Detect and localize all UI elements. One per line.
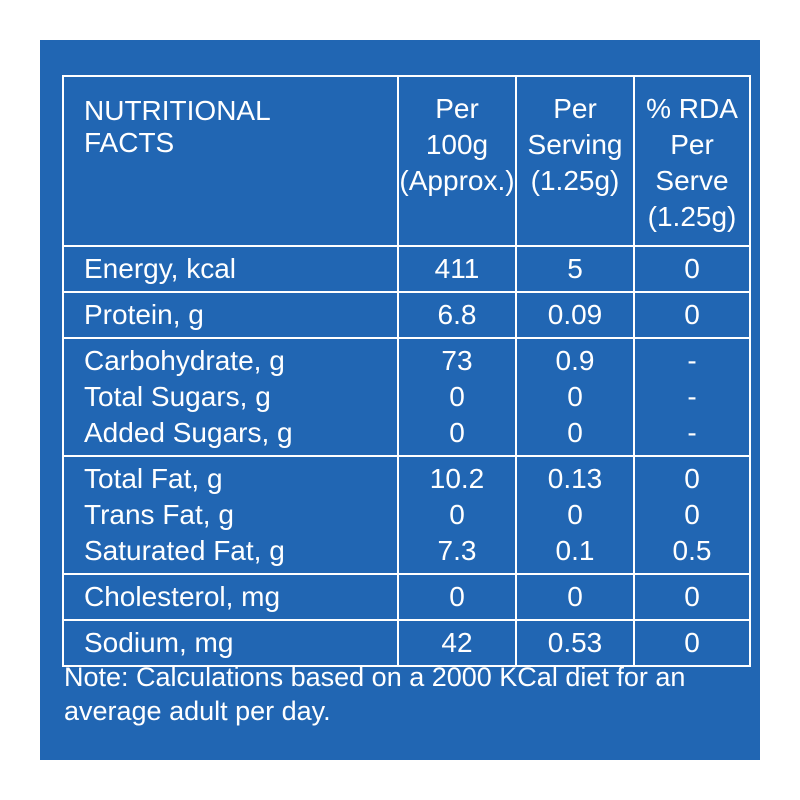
per-100g-value: 0	[449, 581, 465, 612]
rda-cell: 0	[633, 619, 751, 667]
nutrient-name: Saturated Fat, g	[84, 535, 285, 566]
per-100g-value: 42	[441, 627, 473, 658]
header-per-100g: Per 100g (Approx.)	[397, 75, 517, 247]
per-100g-value: 0	[449, 381, 465, 412]
nutrient-name-cell: Energy, kcal	[62, 245, 399, 293]
per-serving-value: 5	[567, 253, 583, 284]
nutrition-facts-table: NUTRITIONAL FACTS Per 100g (Approx.) Per…	[62, 75, 751, 667]
per-serving-value: 0.9	[555, 345, 595, 376]
per-serving-cell: 0.9 0 0	[515, 337, 635, 457]
per-100g-value: 7.3	[437, 535, 477, 566]
nutrient-name: Sodium, mg	[84, 627, 234, 658]
nutrient-name: Added Sugars, g	[84, 417, 293, 448]
per-100g-cell: 73 0 0	[397, 337, 517, 457]
table-row-sodium: Sodium, mg 42 0.53 0	[62, 619, 751, 667]
per-serving-value: 0	[567, 417, 583, 448]
table-row-protein: Protein, g 6.8 0.09 0	[62, 291, 751, 339]
nutrient-name-cell: Carbohydrate, g Total Sugars, g Added Su…	[62, 337, 399, 457]
per-100g-value: 411	[434, 253, 480, 284]
per-serving-cell: 0.53	[515, 619, 635, 667]
rda-cell: 0 0 0.5	[633, 455, 751, 575]
table-header-row: NUTRITIONAL FACTS Per 100g (Approx.) Per…	[62, 75, 751, 247]
rda-cell: 0	[633, 573, 751, 621]
table-row-fat-group: Total Fat, g Trans Fat, g Saturated Fat,…	[62, 455, 751, 575]
table-row-energy: Energy, kcal 411 5 0	[62, 245, 751, 293]
per-100g-value: 73	[441, 345, 473, 376]
per-serving-cell: 0.09	[515, 291, 635, 339]
rda-value: 0	[684, 627, 700, 658]
per-100g-value: 6.8	[437, 299, 477, 330]
rda-value: 0.5	[672, 535, 712, 566]
per-serving-value: 0.1	[555, 535, 595, 566]
nutrient-name: Trans Fat, g	[84, 499, 234, 530]
per-serving-value: 0	[567, 499, 583, 530]
per-serving-cell: 0.13 0 0.1	[515, 455, 635, 575]
per-100g-value: 0	[449, 417, 465, 448]
rda-cell: 0	[633, 245, 751, 293]
per-serving-value: 0	[567, 581, 583, 612]
per-serving-value: 0.09	[547, 299, 603, 330]
per-100g-value: 10.2	[429, 463, 485, 494]
nutrient-name: Total Sugars, g	[84, 381, 271, 412]
table-row-carbohydrate-group: Carbohydrate, g Total Sugars, g Added Su…	[62, 337, 751, 457]
rda-value: 0	[684, 463, 700, 494]
rda-value: -	[687, 381, 697, 412]
rda-value: 0	[684, 581, 700, 612]
rda-value: 0	[684, 299, 700, 330]
per-100g-cell: 10.2 0 7.3	[397, 455, 517, 575]
per-100g-cell: 411	[397, 245, 517, 293]
nutrient-name-cell: Total Fat, g Trans Fat, g Saturated Fat,…	[62, 455, 399, 575]
rda-value: 0	[684, 499, 700, 530]
table-row-cholesterol: Cholesterol, mg 0 0 0	[62, 573, 751, 621]
nutrient-name: Cholesterol, mg	[84, 581, 281, 612]
per-serving-cell: 0	[515, 573, 635, 621]
per-100g-cell: 42	[397, 619, 517, 667]
rda-cell: - - -	[633, 337, 751, 457]
nutrient-name: Protein, g	[84, 299, 204, 330]
per-serving-cell: 5	[515, 245, 635, 293]
per-100g-cell: 6.8	[397, 291, 517, 339]
rda-cell: 0	[633, 291, 751, 339]
per-100g-value: 0	[449, 499, 465, 530]
per-serving-value: 0.13	[547, 463, 603, 494]
per-serving-value: 0.53	[547, 627, 603, 658]
rda-value: 0	[684, 253, 700, 284]
header-per-serving: Per Serving (1.25g)	[515, 75, 635, 247]
per-100g-cell: 0	[397, 573, 517, 621]
nutrient-name: Energy, kcal	[84, 253, 236, 284]
nutrient-name: Carbohydrate, g	[84, 345, 285, 376]
calculation-note: Note: Calculations based on a 2000 KCal …	[64, 662, 686, 726]
per-serving-value: 0	[567, 381, 583, 412]
nutrient-name: Total Fat, g	[84, 463, 223, 494]
nutrient-name-cell: Sodium, mg	[62, 619, 399, 667]
rda-value: -	[687, 417, 697, 448]
rda-value: -	[687, 345, 697, 376]
header-rda-per-serve: % RDA Per Serve (1.25g)	[633, 75, 751, 247]
nutrient-name-cell: Protein, g	[62, 291, 399, 339]
nutrient-name-cell: Cholesterol, mg	[62, 573, 399, 621]
header-nutritional-facts: NUTRITIONAL FACTS	[62, 75, 399, 247]
